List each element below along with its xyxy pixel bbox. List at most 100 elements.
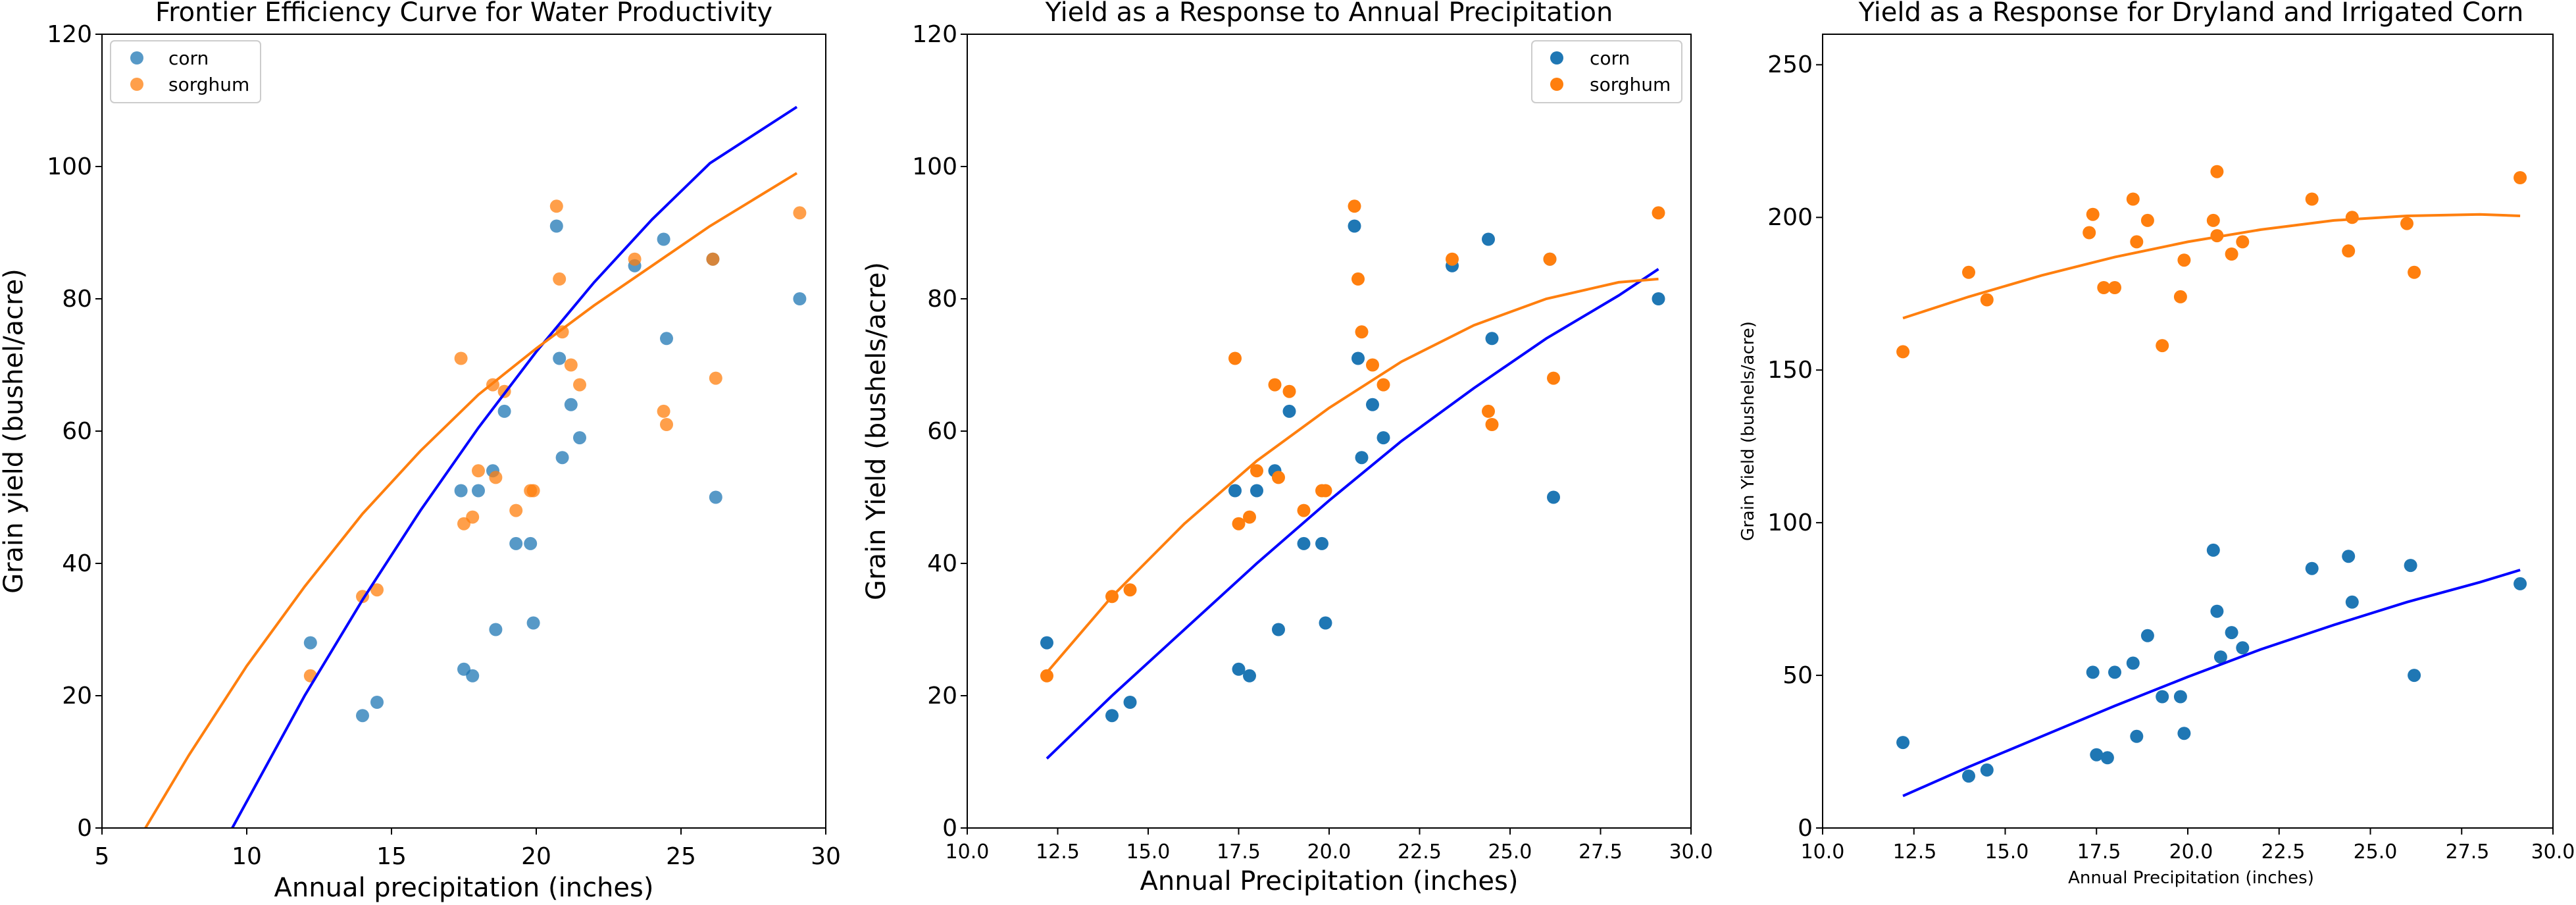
axes-frame [1822, 34, 2554, 829]
data-point-sorghum [2305, 192, 2319, 206]
data-point-corn [1250, 484, 1263, 498]
legend-marker-corn [130, 51, 143, 65]
plot-area-1 [95, 34, 826, 835]
data-point-sorghum [526, 484, 540, 498]
x-tick-label: 12.5 [1036, 840, 1080, 864]
data-point-sorghum [1040, 669, 1053, 683]
data-point-sorghum [1896, 345, 1910, 359]
data-point-sorghum [2236, 235, 2250, 249]
fit-line-sorghum-fit [144, 172, 798, 828]
series-corn [1896, 543, 2527, 783]
data-point-sorghum [793, 206, 807, 220]
data-point-sorghum [2400, 217, 2413, 230]
data-point-corn [2130, 729, 2144, 743]
data-point-corn [454, 484, 468, 498]
panel-frontier-efficiency: Frontier Efficiency Curve for Water Prod… [0, 0, 841, 903]
data-point-corn [2345, 595, 2359, 609]
x-tick-label: 25.0 [1488, 840, 1532, 864]
data-point-corn [2206, 543, 2220, 557]
data-point-sorghum [1250, 464, 1263, 478]
data-point-corn [370, 696, 384, 709]
data-point-corn [1652, 292, 1665, 305]
data-point-corn [356, 709, 369, 723]
data-point-sorghum [573, 378, 586, 392]
legend: corn sorghum [110, 40, 261, 103]
x-tick-label: 17.5 [1217, 840, 1261, 864]
axes-frame [967, 34, 1692, 829]
data-point-corn [1105, 709, 1119, 723]
data-point-corn [1980, 763, 1994, 777]
x-tick-label: 10 [232, 843, 262, 870]
data-point-sorghum [1232, 517, 1246, 530]
fit-line-corn-fit [1046, 268, 1659, 760]
plot-area-3 [1816, 34, 2554, 835]
x-tick-labels: 10.0 12.5 15.0 17.5 20.0 22.5 25.0 27.5 … [1801, 840, 2575, 864]
data-point-sorghum [549, 199, 563, 213]
y-tick-label: 0 [942, 815, 957, 842]
data-point-sorghum [2210, 165, 2224, 178]
data-point-sorghum [1652, 206, 1665, 220]
legend-label-corn: corn [1590, 47, 1630, 69]
data-point-corn [2090, 748, 2104, 762]
data-point-corn [2177, 727, 2191, 740]
data-point-sorghum [2345, 211, 2359, 224]
data-point-sorghum [2083, 226, 2096, 240]
fit-line-corn-fit [231, 105, 798, 828]
data-point-sorghum [2126, 192, 2140, 206]
data-point-sorghum [2130, 235, 2144, 249]
series-sorghum [1896, 165, 2527, 359]
data-point-corn [1232, 662, 1246, 676]
data-point-sorghum [1123, 583, 1137, 597]
y-tick-label: 20 [62, 683, 92, 710]
y-tick-label: 120 [912, 21, 957, 48]
data-point-sorghum [370, 583, 384, 597]
data-point-sorghum [1962, 265, 1975, 279]
x-tick-label: 15.0 [1126, 840, 1171, 864]
data-point-sorghum [1319, 484, 1332, 498]
data-point-corn [2408, 669, 2421, 683]
data-point-sorghum [555, 325, 569, 339]
x-tick-label: 20 [521, 843, 551, 870]
x-tick-label: 12.5 [1893, 840, 1937, 864]
data-point-corn [709, 490, 722, 504]
data-point-corn [1040, 636, 1053, 650]
data-point-corn [1351, 351, 1365, 365]
panel-yield-response: Yield as a Response to Annual Precipitat… [861, 0, 1713, 896]
data-point-corn [555, 451, 569, 465]
x-tick-label: 25.0 [2354, 840, 2398, 864]
data-point-sorghum [2225, 247, 2238, 261]
y-tick-label: 40 [927, 550, 957, 577]
x-axis-label: Annual Precipitation (inches) [2068, 868, 2314, 888]
data-point-sorghum [1228, 351, 1242, 365]
data-point-sorghum [472, 464, 485, 478]
data-point-sorghum [1446, 252, 1459, 266]
panel-dryland-irrigated: Yield as a Response for Dryland and Irri… [1738, 0, 2575, 888]
data-point-sorghum [466, 510, 480, 524]
data-point-sorghum [454, 351, 468, 365]
legend-frame [110, 40, 261, 103]
x-tick-label: 15.0 [1985, 840, 2029, 864]
data-point-corn [660, 332, 673, 346]
x-tick-label: 5 [95, 843, 110, 870]
data-point-corn [2086, 665, 2100, 679]
x-tick-label: 20.0 [2169, 840, 2213, 864]
data-point-corn [1315, 536, 1328, 550]
data-point-sorghum [2342, 244, 2356, 258]
data-point-corn [1355, 451, 1369, 465]
data-point-sorghum [553, 272, 567, 286]
data-point-sorghum [2097, 281, 2111, 294]
data-point-sorghum [628, 252, 642, 266]
data-point-sorghum [2156, 339, 2169, 353]
series-sorghum [1040, 199, 1665, 683]
data-point-sorghum [1282, 384, 1296, 398]
plot-area-2 [961, 34, 1692, 835]
data-point-sorghum [1980, 293, 1994, 307]
y-axis-label: Grain Yield (bushels/acre) [861, 262, 892, 600]
data-point-sorghum [509, 504, 523, 517]
legend-marker-sorghum [1550, 78, 1563, 91]
x-tick-label: 25 [666, 843, 696, 870]
data-point-sorghum [2408, 265, 2421, 279]
data-point-corn [1348, 219, 1361, 233]
data-point-corn [1547, 490, 1560, 504]
